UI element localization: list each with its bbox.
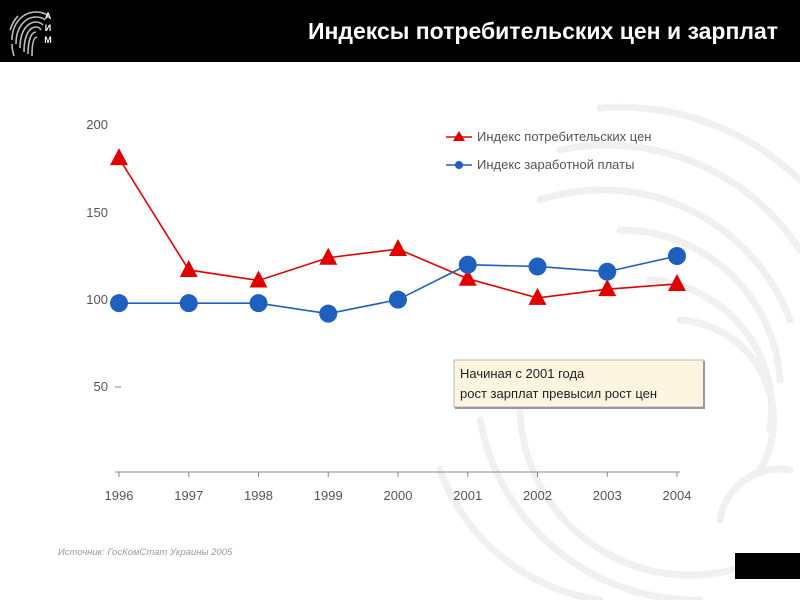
wage-index-point: [598, 262, 617, 281]
wage-index-point: [319, 304, 338, 323]
wage-index-point: [249, 294, 268, 313]
wage-index-point: [528, 257, 547, 276]
wage-index-point: [389, 290, 407, 309]
y-tick-label: 100: [86, 292, 108, 307]
x-tick-label: 2003: [593, 488, 622, 503]
price-index-point: [179, 259, 198, 277]
annotation-line-1: Начиная с 2001 года: [460, 366, 585, 381]
y-tick-label: 200: [86, 117, 108, 132]
x-tick-label: 1996: [105, 488, 134, 503]
source-note: Источник: ГосКомСтат Украины 2005: [58, 547, 233, 558]
x-tick-label: 2002: [523, 488, 552, 503]
logo-letter: И: [44, 23, 52, 33]
price-index-point: [389, 239, 407, 257]
wage-index-point: [458, 255, 477, 274]
x-tick-label: 1998: [244, 488, 273, 503]
header-bar: А И М Индексы потребительских цен и зарп…: [0, 0, 800, 62]
x-tick-label: 1997: [174, 488, 203, 503]
logo-letters: А И М: [42, 10, 54, 46]
price-index-point: [458, 268, 477, 286]
x-axis-ticks: 1996 1997 1998 1999 2000 2001 2002 2003 2004: [105, 472, 692, 503]
annotation-line-2: рост зарплат превысил рост цен: [460, 386, 657, 401]
y-tick-label: 50: [94, 379, 108, 394]
fingerprint-logo-icon: [9, 11, 49, 57]
wage-index-point: [668, 247, 686, 265]
price-index-point: [598, 279, 617, 297]
legend-label-price-index: Индекс потребительских цен: [477, 129, 651, 144]
annotation-box: Начиная с 2001 года рост зарплат превыси…: [453, 359, 705, 409]
y-tick-label: 150: [86, 205, 108, 220]
x-tick-label: 2004: [663, 488, 692, 503]
price-index-point: [528, 287, 547, 305]
footer-block: [735, 553, 800, 579]
x-tick-label: 2000: [384, 488, 413, 503]
price-index-point: [249, 270, 268, 288]
price-index-point: [319, 247, 338, 265]
price-index-line: [118, 157, 678, 299]
legend-price-marker: [453, 131, 465, 141]
wage-index-point: [179, 294, 198, 313]
legend: Индекс потребительских цен Индекс зарабо…: [446, 129, 651, 172]
wage-index-point: [110, 294, 128, 313]
series-layer: [110, 148, 686, 323]
logo-letter: А: [44, 11, 52, 21]
page-title: Индексы потребительских цен и зарплат: [307, 18, 778, 44]
price-index-point: [110, 148, 128, 166]
x-tick-label: 1999: [314, 488, 343, 503]
logo-letter: М: [44, 35, 52, 45]
legend-wage-marker: [455, 161, 463, 169]
legend-label-wage-index: Индекс заработной платы: [477, 157, 634, 172]
annotation-background: [453, 359, 705, 408]
x-tick-label: 2001: [453, 488, 482, 503]
price-index-point: [668, 273, 686, 291]
